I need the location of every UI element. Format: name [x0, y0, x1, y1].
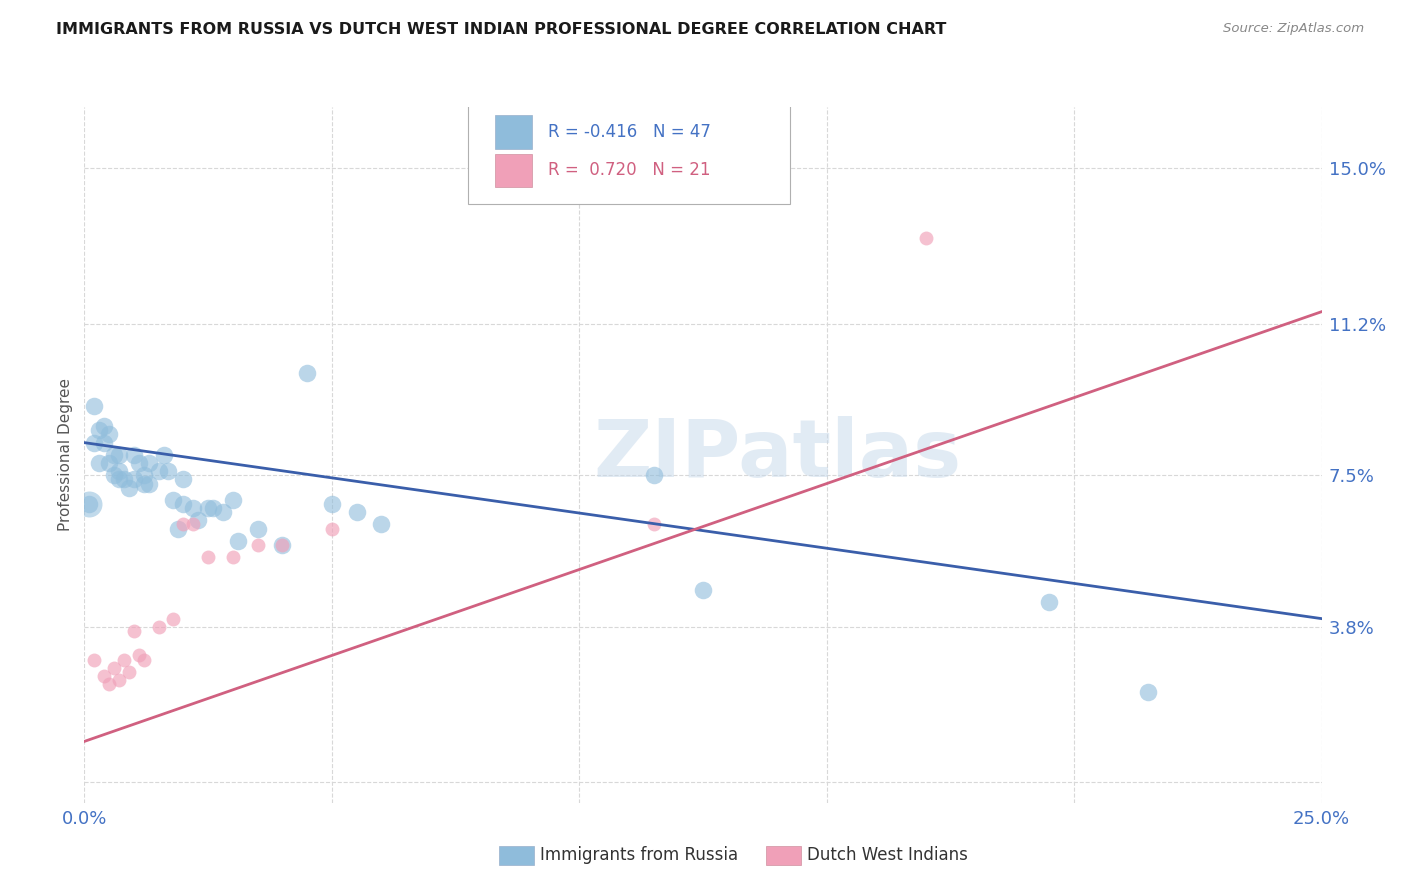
Point [108, 448, 131, 462]
Point [93, 669, 115, 683]
Point [271, 538, 294, 552]
Point [138, 476, 160, 491]
Point [138, 456, 160, 470]
Point [112, 652, 135, 666]
Point [108, 473, 131, 487]
Point [93, 419, 115, 434]
Point [370, 517, 392, 532]
Point [128, 456, 150, 470]
Point [157, 464, 180, 478]
Point [128, 648, 150, 663]
Point [321, 497, 343, 511]
Point [692, 582, 714, 597]
Point [643, 517, 665, 532]
Point [118, 481, 141, 495]
Point [643, 468, 665, 483]
Text: IMMIGRANTS FROM RUSSIA VS DUTCH WEST INDIAN PROFESSIONAL DEGREE CORRELATION CHAR: IMMIGRANTS FROM RUSSIA VS DUTCH WEST IND… [56, 22, 946, 37]
Point [93, 435, 115, 450]
Text: ZIPatlas: ZIPatlas [593, 416, 962, 494]
Point [79, 497, 101, 511]
Point [152, 448, 174, 462]
Point [181, 517, 204, 532]
Point [98, 456, 121, 470]
Point [122, 473, 145, 487]
Text: Dutch West Indians: Dutch West Indians [807, 847, 967, 864]
Point [321, 522, 343, 536]
Bar [495, 153, 533, 187]
Point [172, 517, 194, 532]
Bar [495, 115, 533, 149]
Point [103, 468, 125, 483]
Point [132, 468, 155, 483]
Point [346, 505, 368, 519]
Point [1137, 685, 1160, 699]
Point [172, 497, 194, 511]
Point [83, 435, 105, 450]
Point [226, 533, 249, 548]
Point [246, 538, 269, 552]
Point [197, 501, 219, 516]
Point [167, 522, 190, 536]
Point [89, 456, 111, 470]
Point [108, 464, 131, 478]
Point [103, 448, 125, 462]
Text: R = -0.416   N = 47: R = -0.416 N = 47 [548, 123, 711, 141]
Point [98, 677, 121, 691]
Point [148, 464, 170, 478]
Point [162, 492, 184, 507]
Point [83, 399, 105, 413]
Point [118, 665, 141, 679]
Point [148, 620, 170, 634]
Point [271, 538, 294, 552]
Point [162, 612, 184, 626]
Point [172, 473, 194, 487]
Point [197, 550, 219, 565]
Text: Immigrants from Russia: Immigrants from Russia [540, 847, 738, 864]
Point [222, 492, 245, 507]
Point [132, 476, 155, 491]
Point [112, 473, 135, 487]
Point [181, 501, 204, 516]
Point [295, 366, 318, 380]
Point [98, 427, 121, 442]
Point [122, 624, 145, 638]
Point [79, 497, 101, 511]
Point [122, 448, 145, 462]
Point [212, 505, 235, 519]
Point [246, 522, 269, 536]
Point [132, 652, 155, 666]
Text: Source: ZipAtlas.com: Source: ZipAtlas.com [1223, 22, 1364, 36]
Point [103, 661, 125, 675]
FancyBboxPatch shape [468, 100, 790, 204]
Point [108, 673, 131, 687]
Y-axis label: Professional Degree: Professional Degree [58, 378, 73, 532]
Point [89, 423, 111, 437]
Point [83, 652, 105, 666]
Point [1038, 595, 1060, 609]
Point [222, 550, 245, 565]
Point [914, 231, 936, 245]
Text: R =  0.720   N = 21: R = 0.720 N = 21 [548, 161, 711, 179]
Point [187, 513, 209, 527]
Point [202, 501, 225, 516]
